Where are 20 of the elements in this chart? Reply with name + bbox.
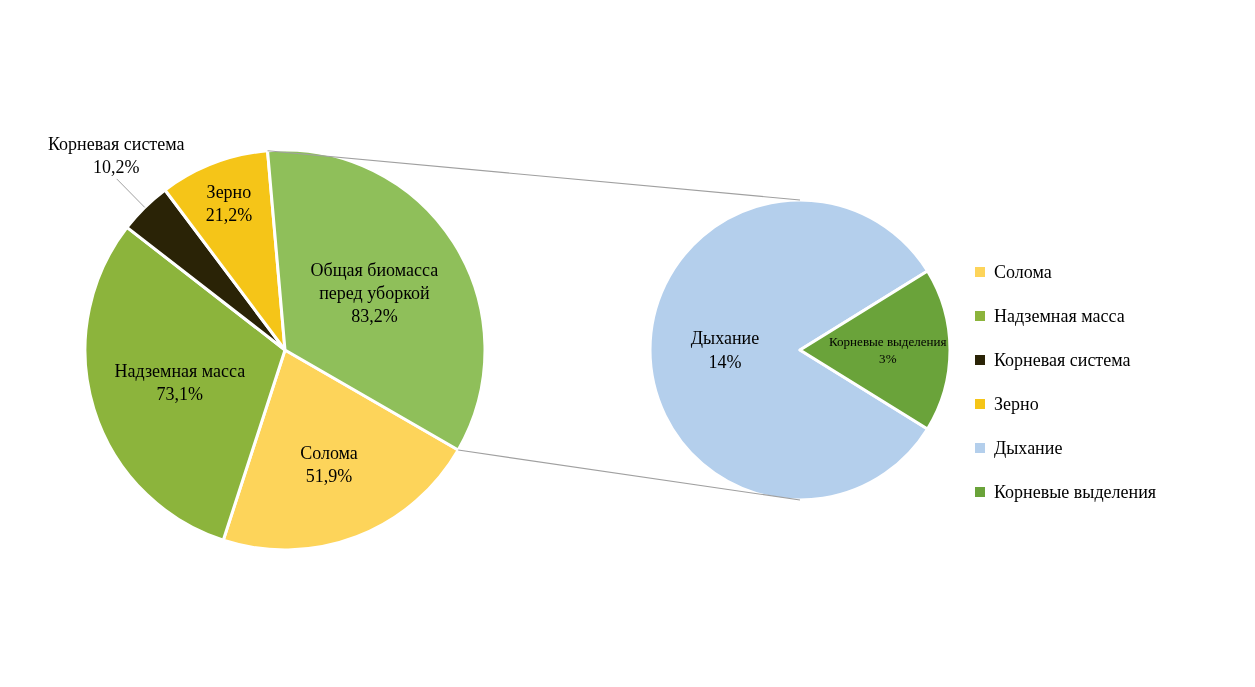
slice-label: Надземная масса xyxy=(114,360,246,381)
slice-label: Солома xyxy=(300,442,358,463)
data-label: 51,9% xyxy=(305,466,353,487)
legend-label: Корневая система xyxy=(994,350,1131,370)
slice-label: Общая биомасса перед уборкой xyxy=(310,259,439,304)
slice-label: Дыхание xyxy=(690,328,760,349)
data-label: 83,2% xyxy=(351,306,398,327)
legend-label: Солома xyxy=(994,262,1052,282)
data-label: 10,2% xyxy=(93,157,140,178)
data-label: 73,1% xyxy=(156,384,204,405)
data-label: 3% xyxy=(879,350,897,366)
data-label: 21,2% xyxy=(205,205,253,226)
slice-label: Корневые выделения xyxy=(828,333,947,349)
legend-label: Дыхание xyxy=(994,438,1063,458)
legend-label: Надземная масса xyxy=(994,306,1125,326)
slice-label: Зерно xyxy=(206,181,252,202)
legend-label: Корневые выделения xyxy=(994,482,1157,502)
data-label: 14% xyxy=(708,351,742,372)
legend-label: Зерно xyxy=(994,394,1039,414)
slice-label: Корневая система xyxy=(48,134,185,154)
